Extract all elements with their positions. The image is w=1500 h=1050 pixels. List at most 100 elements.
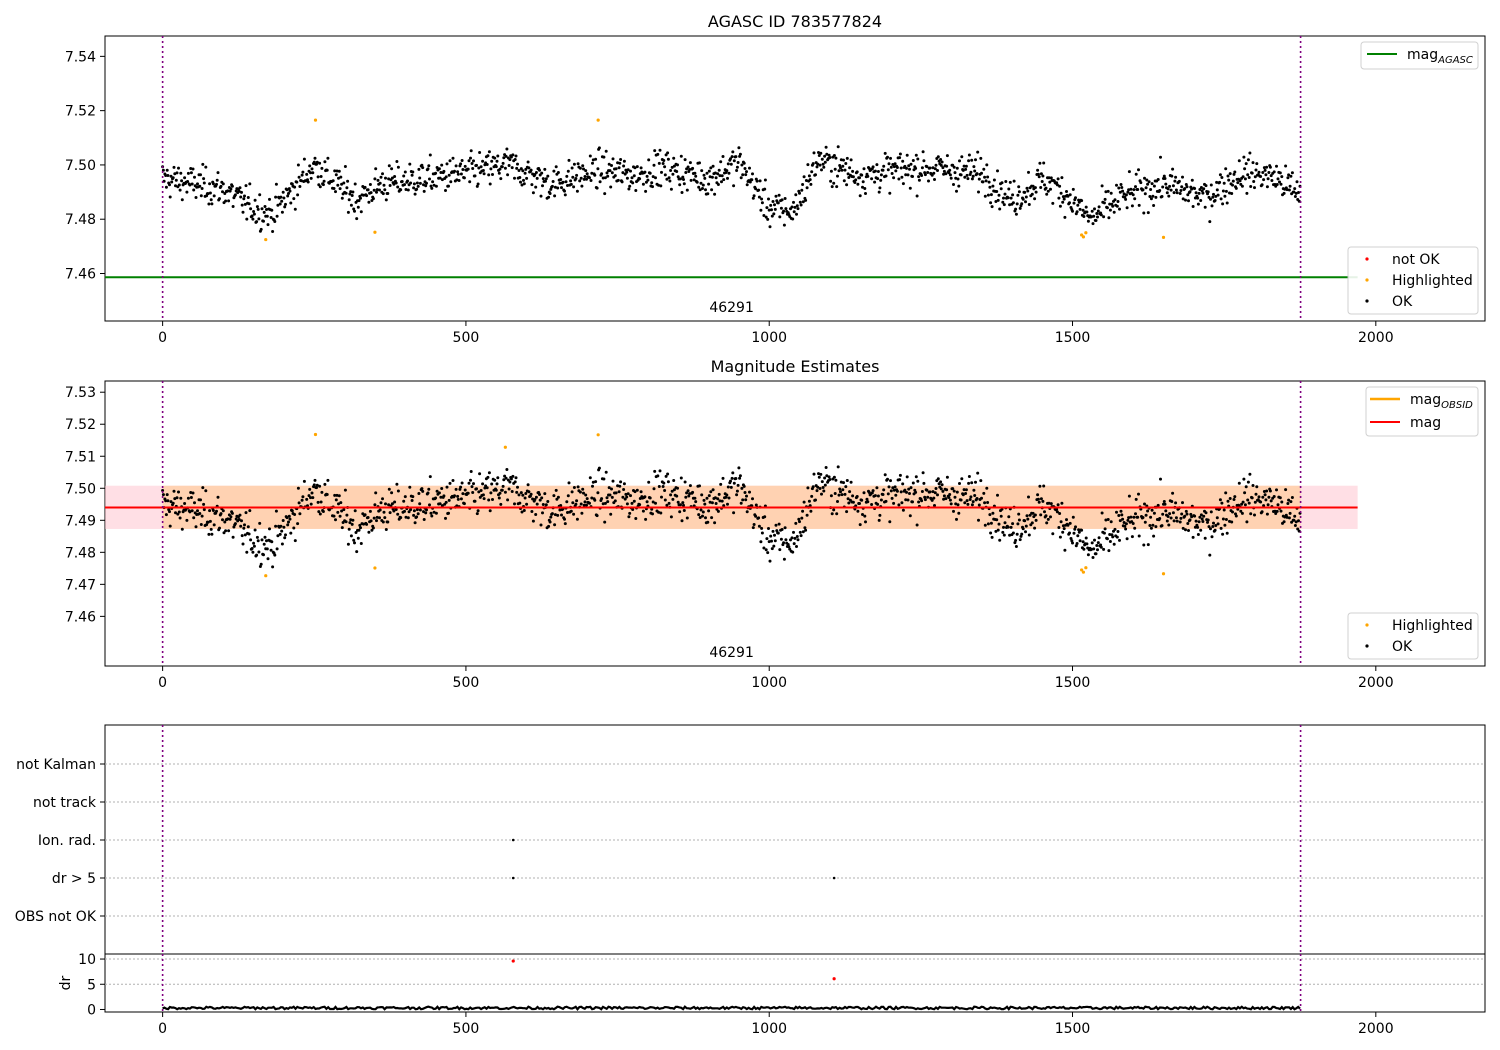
ok-point	[215, 182, 218, 186]
ok-point	[569, 179, 573, 183]
ok-point	[804, 198, 808, 202]
ok-point	[1092, 547, 1096, 551]
ok-point	[178, 188, 182, 192]
ok-point	[1240, 511, 1244, 515]
ok-point	[760, 197, 764, 201]
ok-point	[316, 175, 320, 179]
ok-point	[470, 485, 474, 489]
ok-point	[350, 194, 354, 197]
ok-point	[701, 510, 705, 514]
top-ok-points	[161, 145, 1302, 233]
ok-point	[1118, 538, 1121, 542]
ok-point	[334, 173, 338, 177]
ok-point	[216, 171, 220, 175]
ok-point	[274, 509, 278, 513]
ok-point	[278, 532, 282, 536]
ok-point	[996, 528, 1000, 532]
highlighted-point	[1084, 231, 1088, 235]
ok-point	[1074, 525, 1077, 529]
ok-point	[638, 177, 642, 181]
ok-point	[701, 187, 704, 190]
ok-point	[348, 192, 352, 196]
ok-point	[646, 178, 650, 182]
ok-point	[1134, 512, 1137, 516]
ok-point	[914, 166, 918, 170]
ok-point	[691, 490, 695, 494]
ok-point	[525, 176, 529, 180]
ok-point	[698, 161, 701, 165]
ok-point	[309, 496, 312, 500]
ok-point	[375, 188, 379, 192]
ok-point	[652, 163, 656, 167]
ok-point	[395, 160, 399, 163]
ok-point	[244, 511, 248, 515]
ok-point	[1017, 190, 1021, 194]
ok-point	[426, 167, 430, 171]
ok-point	[1206, 190, 1210, 194]
ok-point	[863, 514, 867, 518]
ok-point	[1039, 497, 1043, 501]
ok-point	[255, 205, 259, 209]
ok-point	[508, 158, 512, 162]
ok-point	[593, 173, 597, 177]
ok-point	[189, 171, 193, 175]
ok-point	[977, 190, 980, 194]
ok-point	[1160, 195, 1164, 198]
ok-point	[887, 485, 891, 489]
ok-point	[442, 494, 446, 498]
ok-point	[283, 536, 287, 540]
ok-point	[588, 476, 592, 480]
ok-point	[511, 474, 515, 478]
ok-point	[1068, 531, 1071, 535]
ok-point	[1097, 536, 1101, 540]
ok-point	[769, 534, 773, 538]
ok-point	[732, 184, 736, 188]
ok-point	[248, 509, 252, 513]
ok-point	[226, 189, 230, 193]
ok-point	[487, 471, 491, 475]
ok-point	[164, 185, 168, 189]
ok-point	[1084, 205, 1088, 209]
ok-point	[248, 182, 252, 186]
ok-point	[475, 163, 478, 167]
ok-point	[748, 490, 751, 494]
ok-point	[1018, 206, 1022, 210]
ok-point	[948, 493, 952, 496]
ok-point	[709, 166, 713, 170]
ok-point	[478, 472, 482, 476]
ok-point	[260, 207, 264, 211]
ok-point	[1251, 484, 1255, 487]
ok-point	[624, 492, 628, 496]
ok-point	[701, 183, 705, 187]
ok-point	[420, 487, 424, 491]
ok-point	[678, 510, 682, 514]
ok-point	[1086, 553, 1090, 557]
ok-point	[256, 207, 260, 211]
ok-point	[780, 528, 784, 531]
ok-point	[681, 501, 685, 505]
ok-point	[503, 490, 507, 494]
ok-point	[434, 511, 438, 515]
ok-point	[410, 499, 414, 502]
ok-point	[779, 206, 783, 210]
ok-point	[669, 187, 673, 191]
ok-point	[1174, 188, 1178, 192]
ok-point	[1293, 187, 1297, 191]
ok-point	[903, 488, 907, 492]
ok-point	[804, 528, 808, 532]
ok-point	[633, 490, 637, 494]
ok-point	[1131, 522, 1135, 525]
ok-point	[224, 529, 228, 533]
ok-point	[1142, 543, 1146, 547]
ok-point	[936, 493, 939, 497]
ok-point	[199, 194, 203, 198]
ok-point	[792, 210, 796, 214]
ok-point	[1097, 205, 1101, 209]
ok-point	[644, 517, 648, 521]
ok-point	[700, 493, 704, 497]
ok-point	[500, 165, 504, 169]
ok-point	[901, 159, 905, 163]
ok-point	[607, 486, 611, 490]
flag-category-label: not Kalman	[16, 757, 96, 773]
ok-point	[1126, 518, 1130, 522]
